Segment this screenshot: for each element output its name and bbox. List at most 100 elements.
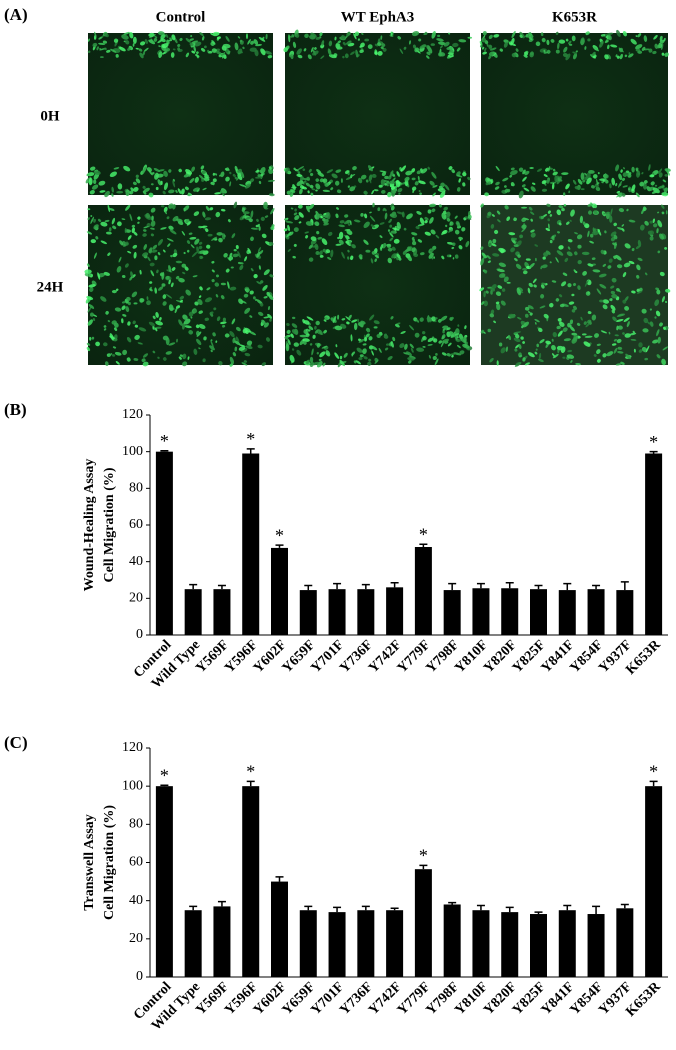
- bar: [414, 547, 432, 635]
- cell: [178, 319, 183, 326]
- cell: [498, 342, 503, 347]
- cell: [357, 318, 359, 323]
- cell: [613, 347, 618, 354]
- cell: [253, 39, 259, 45]
- cell: [536, 343, 540, 348]
- cell: [619, 47, 623, 53]
- cell: [639, 287, 643, 292]
- cell: [621, 224, 625, 227]
- error-bar: [534, 584, 543, 590]
- cell: [485, 290, 489, 294]
- error-bar: [448, 901, 457, 905]
- cell: [624, 54, 628, 58]
- cell: [411, 247, 416, 253]
- cell: [184, 266, 189, 271]
- cell: [427, 343, 433, 346]
- cell: [150, 270, 155, 277]
- cell: [200, 225, 208, 228]
- cell: [306, 176, 311, 181]
- cell: [600, 249, 605, 255]
- cell: [616, 29, 621, 37]
- cell: [529, 52, 534, 58]
- cell: [658, 168, 663, 174]
- cell: [104, 361, 109, 366]
- cell: [571, 35, 576, 42]
- error-bar: [563, 904, 572, 911]
- cell: [178, 168, 182, 173]
- cell: [563, 204, 567, 207]
- cell: [393, 238, 400, 244]
- error-bar: [246, 448, 255, 454]
- cell: [389, 184, 393, 188]
- cell: [315, 178, 320, 182]
- cell: [158, 31, 165, 36]
- cell: [499, 48, 503, 52]
- cell: [162, 249, 166, 253]
- cell: [131, 224, 136, 228]
- cell: [156, 269, 159, 274]
- cell: [347, 185, 351, 188]
- cell: [587, 311, 592, 315]
- cell: [248, 218, 253, 223]
- cell: [664, 174, 669, 177]
- cell: [152, 315, 156, 320]
- cell: [363, 221, 370, 229]
- cell: [255, 169, 260, 173]
- cell: [222, 324, 226, 328]
- cell: [665, 210, 668, 215]
- cell: [112, 346, 117, 349]
- cell: [169, 229, 177, 235]
- cell: [383, 334, 389, 339]
- cell: [515, 333, 520, 339]
- cell: [367, 44, 373, 50]
- cell: [658, 172, 663, 178]
- cell: [267, 306, 271, 311]
- cell: [569, 325, 575, 332]
- cell: [562, 327, 568, 333]
- y-tick-label: 0: [136, 627, 143, 642]
- cell: [597, 172, 600, 175]
- cell: [602, 299, 610, 304]
- cell: [371, 173, 377, 178]
- cell: [434, 358, 439, 366]
- cell: [176, 218, 183, 223]
- cell: [558, 222, 562, 226]
- cell: [518, 190, 524, 199]
- cell: [369, 314, 375, 321]
- cell: [289, 35, 295, 38]
- cell: [618, 208, 625, 213]
- cell: [344, 53, 349, 59]
- cell: [654, 316, 657, 319]
- cell: [206, 244, 211, 249]
- cell: [121, 305, 126, 311]
- cell: [131, 291, 138, 298]
- cell: [214, 192, 222, 195]
- cell: [458, 245, 463, 250]
- cell: [337, 236, 340, 240]
- cell: [111, 354, 116, 357]
- cell: [521, 224, 527, 229]
- cell: [657, 220, 663, 228]
- cell: [148, 321, 155, 327]
- cell: [576, 322, 581, 326]
- panel-label: (A): [4, 5, 28, 24]
- cell: [518, 167, 524, 172]
- cell: [663, 37, 666, 42]
- cell: [309, 361, 314, 368]
- cell: [572, 179, 577, 185]
- cell: [513, 244, 519, 248]
- cell: [309, 343, 313, 346]
- row-label: 24H: [37, 279, 64, 295]
- cell: [451, 169, 455, 174]
- cell: [139, 269, 142, 275]
- cell: [142, 51, 146, 56]
- cell: [199, 286, 203, 291]
- bar: [155, 451, 173, 635]
- cell: [557, 330, 563, 337]
- cell: [530, 211, 535, 215]
- cell: [108, 227, 112, 232]
- cell: [177, 188, 182, 194]
- cell: [503, 276, 509, 283]
- cell: [190, 316, 193, 319]
- cell: [296, 173, 303, 178]
